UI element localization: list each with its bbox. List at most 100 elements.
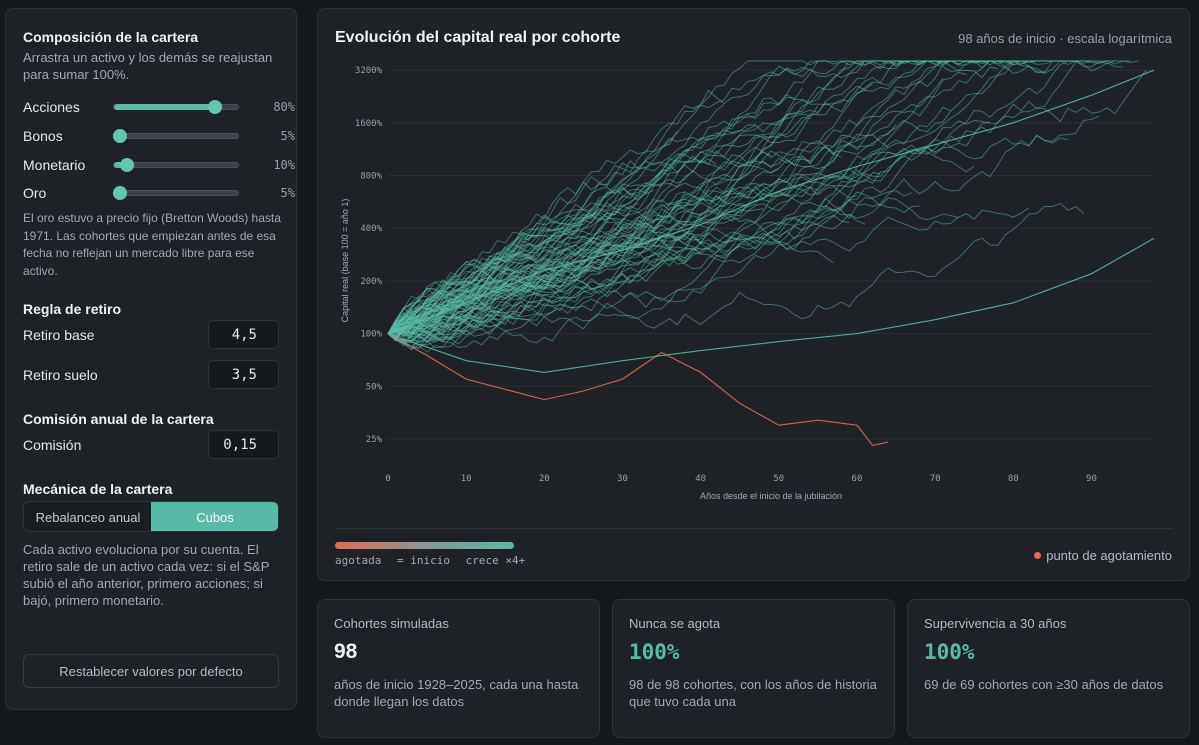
stat-description: años de inicio 1928–2025, cada una hasta… [334, 677, 579, 709]
chart-panel: Evolución del capital real por cohorte 9… [317, 8, 1190, 581]
cohort-line [387, 133, 889, 343]
x-tick-label: 60 [852, 474, 863, 484]
color-scale-bar [335, 542, 514, 549]
chart-subtitle: 98 años de inicio · escala logarítmica [958, 31, 1172, 46]
base-withdrawal-row: Retiro base 4,5 [23, 320, 279, 350]
stat-title: Supervivencia a 30 años [924, 616, 1067, 631]
x-tick-label: 40 [695, 474, 706, 484]
slider-thumb[interactable] [207, 100, 222, 114]
cohort-line [387, 222, 576, 335]
y-tick-label: 400% [360, 224, 382, 234]
reset-defaults-button[interactable]: Restablecer valores por defecto [23, 654, 279, 688]
rebalance-option[interactable]: Rebalanceo anual [35, 510, 141, 525]
slider-track[interactable] [113, 129, 239, 143]
cohort-line [387, 229, 709, 341]
highlighted-cohort-line [387, 69, 1155, 335]
mechanics-toggle: Rebalanceo anual Cubos [23, 501, 279, 532]
buckets-option[interactable]: Cubos [151, 502, 278, 531]
cohort-line [387, 314, 420, 335]
slider-fill [114, 104, 215, 110]
stat-description: 98 de 98 cohortes, con los años de histo… [629, 677, 877, 709]
slider-value: 80% [273, 100, 295, 114]
slider-thumb[interactable] [113, 129, 128, 143]
stat-card-survival-30: Supervivencia a 30 años 100% 69 de 69 co… [907, 599, 1190, 738]
y-tick-label: 1600% [355, 119, 383, 129]
base-withdrawal-input[interactable]: 4,5 [208, 320, 279, 349]
stat-description: 69 de 69 cohortes con ≥30 años de datos [924, 677, 1164, 692]
cohort-line [387, 237, 834, 342]
slider-label: Bonos [23, 128, 63, 144]
composition-title: Composición de la cartera [23, 29, 199, 45]
cohort-line [387, 322, 397, 334]
x-tick-label: 30 [617, 474, 628, 484]
exhaustion-legend: punto de agotamiento [1034, 548, 1172, 563]
y-tick-label: 800% [360, 171, 382, 181]
chart-title: Evolución del capital real por cohorte [335, 29, 621, 46]
cohort-line [387, 60, 1123, 334]
x-tick-label: 10 [461, 474, 472, 484]
cohort-line [387, 60, 998, 334]
cohort-line [387, 60, 936, 336]
y-tick-label: 25% [366, 435, 383, 445]
cohort-line [387, 60, 826, 343]
stat-card-never-exhausts: Nunca se agota 100% 98 de 98 cohortes, c… [612, 599, 895, 738]
slider-value: 5% [280, 129, 295, 143]
slider-track[interactable] [113, 186, 239, 200]
cohort-line [387, 203, 748, 334]
slider-label: Acciones [23, 99, 80, 115]
color-scale-labels: agotada = inicio crece ×4+ [335, 554, 534, 567]
cohort-line [387, 275, 553, 350]
cohort-line [387, 203, 1084, 349]
cohort-line [387, 306, 475, 335]
slider-track[interactable] [113, 158, 239, 172]
stat-title: Nunca se agota [629, 616, 721, 631]
fee-title: Comisión anual de la cartera [23, 411, 214, 427]
x-tick-label: 70 [930, 474, 941, 484]
legend-low: agotada [335, 554, 382, 567]
floor-withdrawal-label: Retiro suelo [23, 367, 98, 383]
cohort-line [387, 197, 959, 341]
y-tick-label: 200% [360, 277, 382, 287]
stat-value: 98 [334, 640, 358, 663]
stat-card-cohorts: Cohortes simuladas 98 años de inicio 192… [317, 599, 600, 738]
cohort-line-chart: 25% 50% 100% 200% 400% 800% 1600% 3200% 0 10 20 30 4… [340, 60, 1155, 501]
cohort-line [387, 297, 514, 335]
exhaustion-label: punto de agotamiento [1046, 548, 1172, 563]
slider-bonos: Bonos 5% [23, 126, 295, 146]
composition-description: Arrastra un activo y los demás se reajus… [23, 50, 273, 82]
slider-thumb[interactable] [113, 186, 128, 200]
cohort-line [387, 292, 545, 349]
cohort-line [387, 71, 967, 334]
cohort-line [387, 177, 787, 334]
cohort-line [387, 160, 780, 334]
legend-high: crece ×4+ [465, 554, 526, 567]
cohort-line [387, 214, 850, 348]
cohort-line [387, 83, 873, 338]
slider-thumb[interactable] [119, 158, 134, 172]
stat-value: 100% [924, 640, 975, 664]
cohort-line [387, 316, 506, 344]
cohort-line [387, 190, 912, 345]
legend-divider [335, 528, 1173, 529]
stat-value: 100% [629, 640, 680, 664]
slider-label: Monetario [23, 157, 86, 173]
fee-label: Comisión [23, 437, 82, 453]
mechanics-description: Cada activo evoluciona por su cuenta. El… [23, 542, 270, 608]
y-axis-label: Capital real (base 100 = año 1) [340, 199, 350, 323]
withdrawal-title: Regla de retiro [23, 301, 122, 317]
cohort-line [387, 326, 404, 334]
cohort-line [387, 269, 490, 334]
cohort-line [387, 282, 522, 339]
floor-withdrawal-input[interactable]: 3,5 [208, 360, 279, 389]
cohort-line [387, 234, 600, 334]
cohort-line [387, 60, 983, 334]
floor-withdrawal-row: Retiro suelo 3,5 [23, 360, 279, 390]
slider-oro: Oro 5% [23, 183, 295, 203]
slider-acciones: Acciones 80% [23, 97, 295, 117]
fee-row: Comisión 0,15 [23, 430, 279, 460]
fee-input[interactable]: 0,15 [208, 430, 279, 459]
slider-track[interactable] [113, 100, 239, 114]
cohort-line [387, 272, 561, 334]
y-tick-label: 3200% [355, 66, 383, 76]
settings-sidebar: Composición de la cartera Arrastra un ac… [5, 8, 297, 710]
